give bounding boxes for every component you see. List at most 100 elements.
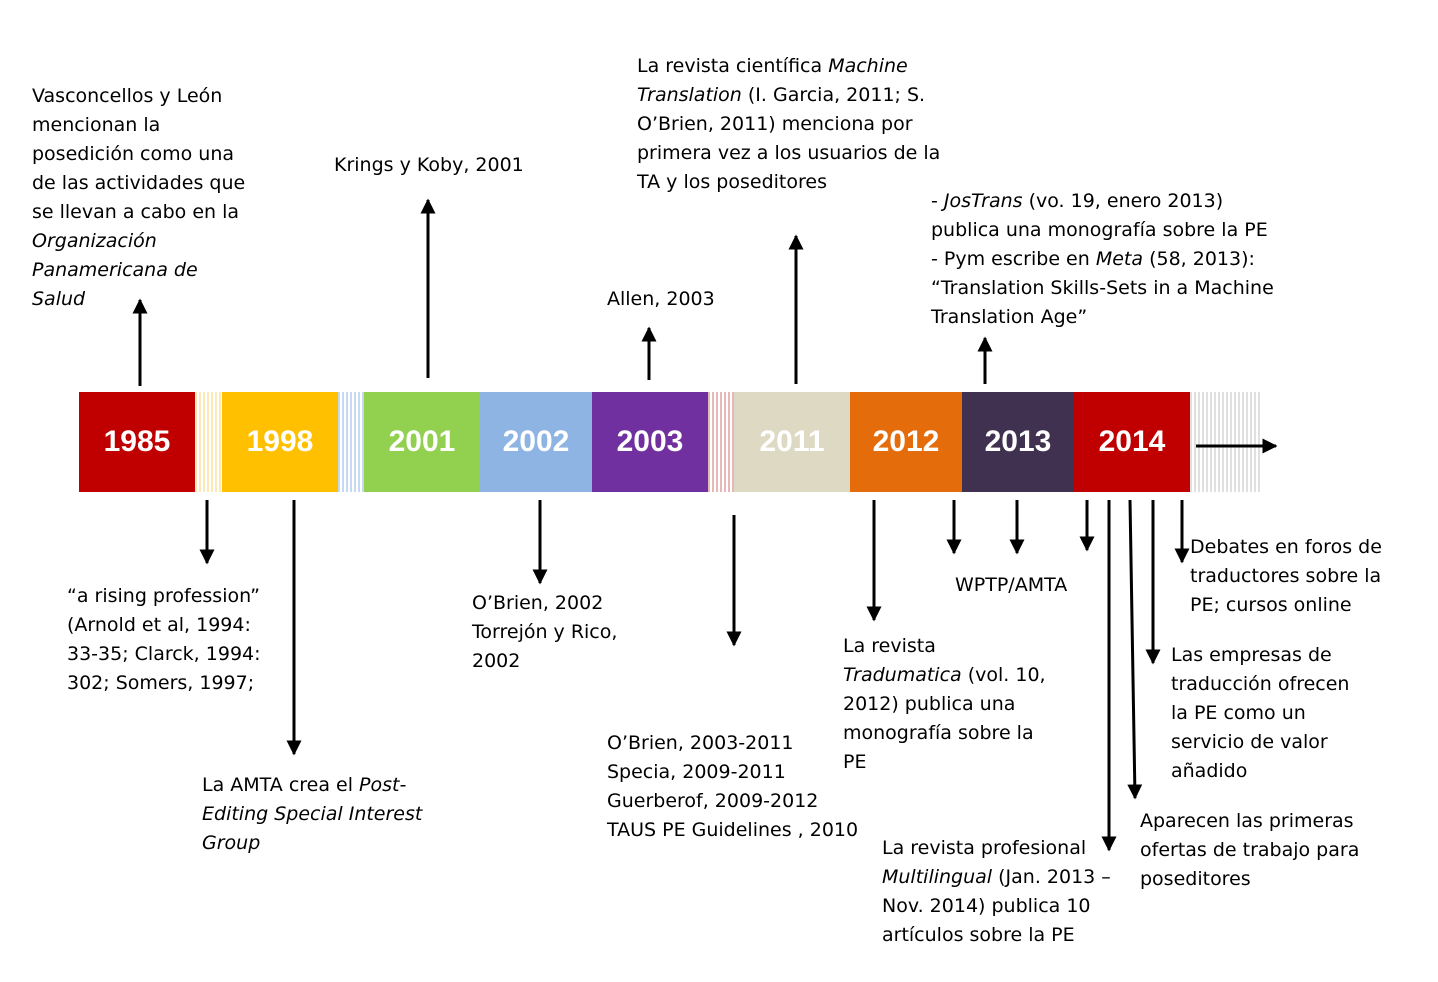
text-line: mencionan la bbox=[32, 114, 161, 136]
text-run: La revista científica bbox=[637, 55, 829, 77]
arrow-down-ofertas bbox=[1127, 499, 1143, 800]
text-line: publica una monografía sobre la PE bbox=[931, 219, 1268, 241]
text-line: O’Brien, 2011) menciona por bbox=[637, 113, 913, 135]
text-line: Specia, 2009-2011 bbox=[607, 761, 786, 783]
year-2002-segment: 2002 bbox=[480, 392, 592, 492]
year-1985-segment: 1985 bbox=[79, 392, 195, 492]
year-label: 2014 bbox=[1098, 425, 1166, 458]
empresas-text: Las empresas de traducción ofrecen la PE… bbox=[1171, 641, 1349, 786]
journal-name: Translation bbox=[637, 84, 742, 106]
text-line: PE bbox=[843, 751, 867, 773]
text-line: primera vez a los usuarios de la bbox=[637, 142, 941, 164]
text-line: TAUS PE Guidelines , 2010 bbox=[607, 819, 859, 841]
text-run: - bbox=[931, 190, 944, 212]
text-line: 2002 bbox=[472, 650, 521, 672]
multilingual-text: La revista profesional Multilingual (Jan… bbox=[882, 834, 1111, 950]
year-label: 2012 bbox=[872, 425, 940, 458]
text-line: añadido bbox=[1171, 760, 1248, 782]
year-2011-segment: 2011 bbox=[734, 392, 850, 492]
text-line: Salud bbox=[32, 288, 86, 310]
text-line: la PE como un bbox=[1171, 702, 1306, 724]
text-line: Guerberof, 2009-2012 bbox=[607, 790, 819, 812]
text-run-italic: Post- bbox=[359, 774, 407, 796]
debates-text: Debates en foros de traductores sobre la… bbox=[1190, 533, 1382, 620]
text-run: La AMTA crea el bbox=[202, 774, 360, 796]
text-run: (58, 2013): bbox=[1143, 248, 1255, 270]
text-line: (Arnold et al, 1994: bbox=[67, 614, 251, 636]
obrien-2002-text: O’Brien, 2002 Torrejón y Rico, 2002 bbox=[472, 589, 617, 676]
text-line: O’Brien, 2003-2011 bbox=[607, 732, 794, 754]
event-2003-text: Allen, 2003 bbox=[607, 285, 715, 314]
text-line: TA y los poseditores bbox=[637, 171, 827, 193]
text-line: posedición como una bbox=[32, 143, 235, 165]
text-line: Vasconcellos y León bbox=[32, 85, 223, 107]
year-2001-segment: 2001 bbox=[364, 392, 480, 492]
journal-name: Multilingual bbox=[882, 866, 993, 888]
text-line: 33-35; Clarck, 1994: bbox=[67, 643, 261, 665]
journal-name: Meta bbox=[1095, 248, 1144, 270]
tradumatica-text: La revista Tradumatica (vol. 10, 2012) p… bbox=[843, 632, 1046, 777]
text-line: Panamericana de bbox=[32, 259, 198, 281]
year-label: 2002 bbox=[502, 425, 570, 458]
year-2012-segment: 2012 bbox=[850, 392, 962, 492]
text-line: Nov. 2014) publica 10 bbox=[882, 895, 1091, 917]
text-run: (I. Garcia, 2011; S. bbox=[741, 84, 926, 106]
text-line: Group bbox=[202, 832, 261, 854]
text-line: Allen, 2003 bbox=[607, 288, 715, 310]
text-run: - Pym escribe en bbox=[931, 248, 1096, 270]
segment-gap bbox=[708, 392, 734, 492]
segment-gap-end bbox=[1190, 392, 1260, 492]
text-line: traducción ofrecen bbox=[1171, 673, 1350, 695]
text-line: artículos sobre la PE bbox=[882, 924, 1075, 946]
text-line: 2012) publica una bbox=[843, 693, 1016, 715]
year-2014-segment: 2014 bbox=[1074, 392, 1190, 492]
text-line: Translation Age” bbox=[931, 306, 1088, 328]
text-line: PE; cursos online bbox=[1190, 594, 1352, 616]
year-label: 2013 bbox=[984, 425, 1052, 458]
event-2011-text: La revista científica Machine Translatio… bbox=[637, 52, 940, 197]
text-run: (vo. 19, enero 2013) bbox=[1022, 190, 1224, 212]
segment-gap bbox=[195, 392, 222, 492]
journal-name: JosTrans bbox=[943, 190, 1023, 212]
year-label: 2003 bbox=[616, 425, 684, 458]
text-line: La revista bbox=[843, 635, 936, 657]
text-line: “a rising profession” bbox=[67, 585, 260, 607]
segment-gap bbox=[338, 392, 364, 492]
text-line: La revista profesional bbox=[882, 837, 1087, 859]
text-line: ofertas de trabajo para bbox=[1140, 839, 1360, 861]
text-line: Torrejón y Rico, bbox=[472, 621, 618, 643]
text-line: Krings y Koby, 2001 bbox=[334, 154, 524, 176]
year-label: 2001 bbox=[388, 425, 456, 458]
year-2013-segment: 2013 bbox=[962, 392, 1074, 492]
event-2013-text: - JosTrans (vo. 19, enero 2013) publica … bbox=[931, 187, 1274, 332]
wptp-text: WPTP/AMTA bbox=[955, 571, 1067, 600]
year-label: 1985 bbox=[103, 425, 171, 458]
text-line: 302; Somers, 1997; bbox=[67, 672, 255, 694]
text-line: Editing Special Interest bbox=[202, 803, 423, 825]
text-line: se llevan a cabo en la bbox=[32, 201, 240, 223]
rising-profession-text: “a rising profession” (Arnold et al, 199… bbox=[67, 582, 261, 698]
text-run: (Jan. 2013 – bbox=[992, 866, 1111, 888]
text-line: de las actividades que bbox=[32, 172, 246, 194]
text-line: servicio de valor bbox=[1171, 731, 1328, 753]
journal-name: Tradumatica bbox=[843, 664, 962, 686]
text-line: O’Brien, 2002 bbox=[472, 592, 604, 614]
amta-text: La AMTA crea el Post- Editing Special In… bbox=[202, 771, 422, 858]
text-line: Las empresas de bbox=[1171, 644, 1332, 666]
text-run: (vol. 10, bbox=[961, 664, 1046, 686]
event-1985-text: Vasconcellos y León mencionan la posedic… bbox=[32, 82, 245, 314]
ofertas-text: Aparecen las primeras ofertas de trabajo… bbox=[1140, 807, 1359, 894]
year-2003-segment: 2003 bbox=[592, 392, 708, 492]
text-line: WPTP/AMTA bbox=[955, 574, 1068, 596]
text-line: traductores sobre la bbox=[1190, 565, 1382, 587]
year-label: 1998 bbox=[246, 425, 314, 458]
year-1998-segment: 1998 bbox=[222, 392, 338, 492]
text-line: monografía sobre la bbox=[843, 722, 1034, 744]
journal-name: Machine bbox=[828, 55, 908, 77]
text-line: Organización bbox=[32, 230, 157, 252]
text-line: Aparecen las primeras bbox=[1140, 810, 1354, 832]
text-line: poseditores bbox=[1140, 868, 1251, 890]
text-line: “Translation Skills-Sets in a Machine bbox=[931, 277, 1274, 299]
text-line: Debates en foros de bbox=[1190, 536, 1382, 558]
